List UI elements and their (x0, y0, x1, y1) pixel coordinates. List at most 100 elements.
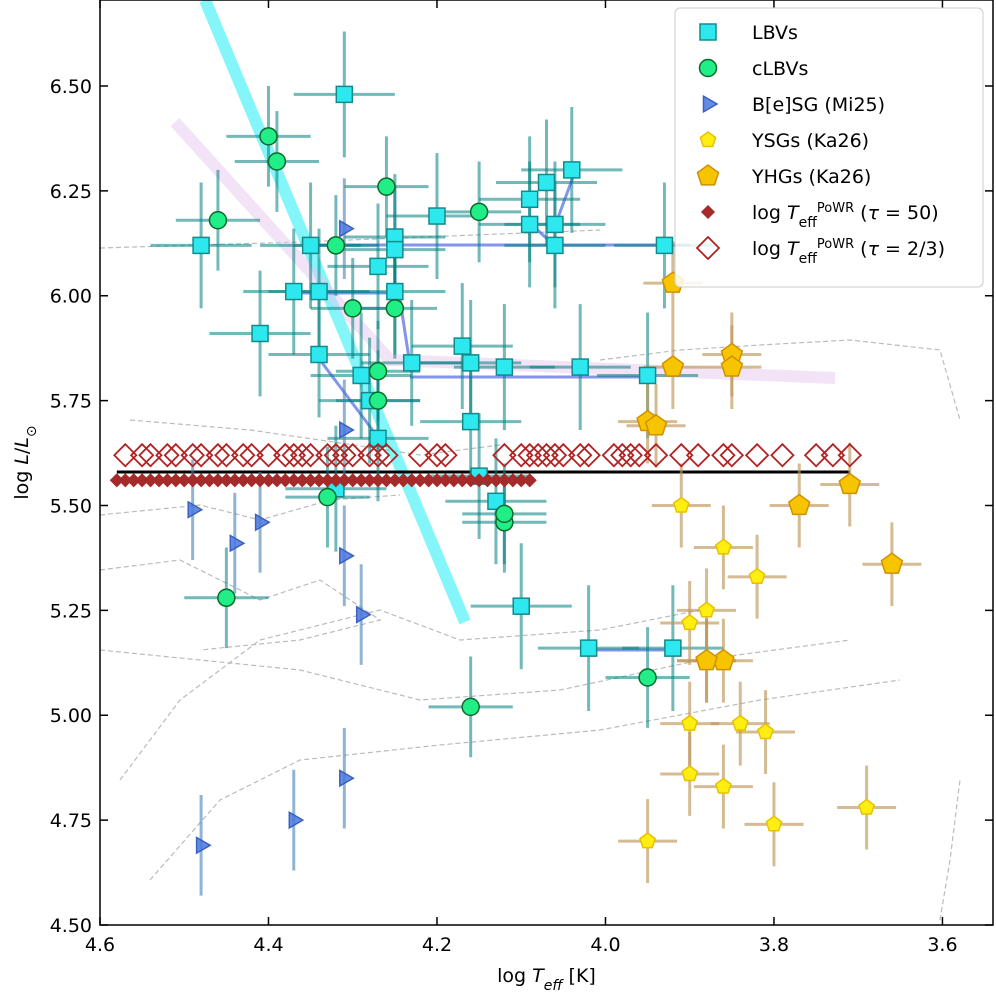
marker (579, 639, 598, 657)
marker (217, 588, 236, 608)
marker (546, 215, 564, 234)
marker (669, 442, 694, 468)
marker (514, 473, 529, 488)
marker (369, 429, 387, 448)
legend-label: B[e]SG (Mi25) (752, 94, 885, 116)
marker (288, 811, 305, 830)
marker (757, 723, 774, 740)
label-part: PoWR (817, 237, 854, 252)
cyan-band (199, 0, 471, 625)
marker (301, 236, 320, 255)
marker (711, 442, 736, 468)
marker (643, 442, 669, 468)
marker (488, 473, 504, 488)
marker (695, 648, 718, 671)
x-tick-label: 4.2 (422, 934, 452, 956)
marker (320, 473, 335, 488)
marker (205, 442, 231, 468)
legend-label: LBVs (752, 22, 798, 44)
x-tick-label: 4.4 (253, 934, 283, 956)
label-part: LBVs (752, 22, 798, 44)
marker (638, 366, 657, 385)
marker (495, 504, 514, 524)
label-part: τ (868, 202, 880, 224)
marker (379, 473, 394, 488)
label-part: ( (854, 202, 867, 224)
marker (267, 152, 287, 171)
label-part: log (497, 965, 532, 987)
label-part: T (787, 202, 800, 224)
marker (311, 473, 327, 488)
marker (858, 798, 876, 815)
marker (214, 442, 239, 468)
legend-marker (695, 235, 721, 261)
y-tick-label: 6.00 (50, 286, 92, 308)
marker (269, 473, 284, 488)
marker (208, 210, 228, 230)
label-part: PoWR (817, 201, 854, 216)
marker (542, 442, 568, 468)
marker (429, 473, 445, 488)
marker (404, 473, 419, 488)
marker (563, 161, 581, 179)
label-part: τ (868, 238, 880, 260)
points (109, 85, 904, 855)
marker (681, 714, 699, 731)
y-tick-label: 6.25 (50, 181, 92, 203)
marker (551, 442, 576, 468)
marker (803, 442, 829, 468)
marker (386, 240, 404, 259)
marker (354, 473, 369, 488)
marker (386, 282, 404, 301)
marker (340, 442, 365, 468)
marker (610, 442, 635, 468)
marker (522, 473, 537, 488)
marker (480, 473, 495, 488)
label-part: L (11, 454, 33, 465)
marker (576, 442, 601, 468)
label-part: log (752, 238, 787, 260)
marker (731, 714, 749, 731)
label-part: log (11, 465, 33, 500)
marker (377, 177, 396, 196)
marker (685, 442, 711, 468)
marker (413, 473, 428, 488)
y-tick-label: 4.75 (50, 810, 92, 832)
marker (339, 546, 355, 565)
marker (461, 412, 480, 431)
marker (681, 765, 699, 782)
y-tick-label: 5.00 (50, 705, 92, 727)
marker (744, 442, 770, 468)
legend-label: cLBVs (752, 58, 808, 80)
marker (661, 355, 685, 377)
legend-label: YSGs (Ka26) (751, 130, 869, 152)
marker (138, 442, 163, 468)
marker (281, 442, 307, 468)
marker (230, 442, 256, 468)
marker (368, 362, 388, 381)
lbv-links (296, 168, 690, 652)
marker (396, 473, 411, 488)
marker (497, 473, 512, 488)
marker (463, 473, 478, 488)
legend-marker (702, 94, 719, 114)
marker (118, 473, 133, 488)
marker (362, 473, 377, 488)
marker (345, 473, 360, 488)
marker (310, 282, 328, 301)
marker (492, 442, 517, 468)
marker (453, 337, 472, 355)
y-tick-label: 6.50 (50, 76, 92, 98)
marker (505, 473, 520, 488)
label-part: T (532, 965, 545, 987)
label-part: cLBVs (752, 58, 808, 80)
marker (655, 236, 674, 255)
label-part: [K] (563, 965, 596, 987)
marker (194, 473, 209, 488)
marker (571, 358, 589, 376)
marker (672, 496, 690, 513)
y-tick-label: 5.75 (50, 391, 92, 413)
marker (256, 442, 281, 468)
pink-band (170, 117, 836, 384)
marker (185, 473, 200, 488)
